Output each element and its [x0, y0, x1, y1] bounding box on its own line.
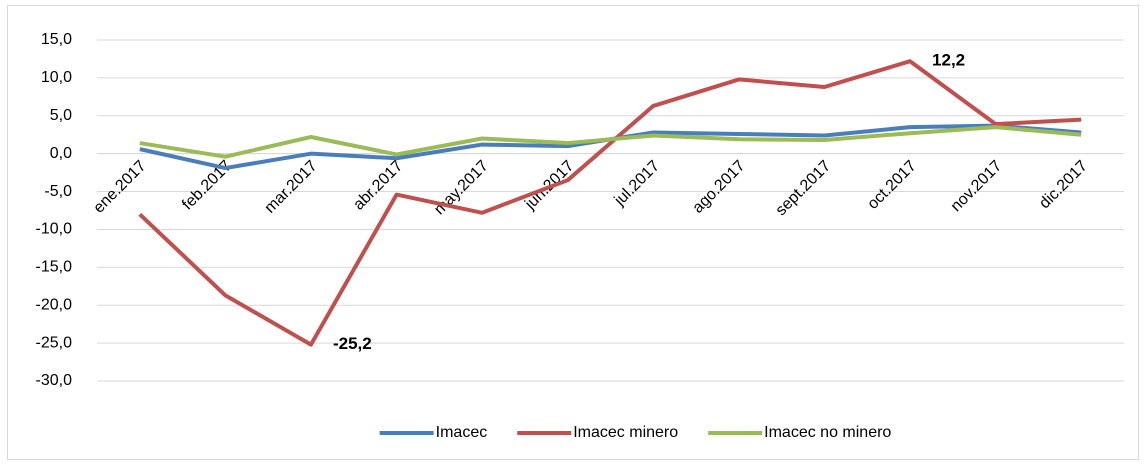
y-tick-label: -25,0 — [36, 334, 73, 351]
y-tick-label: 10,0 — [41, 69, 72, 86]
legend-label: Imacec minero — [573, 424, 678, 441]
legend-label: Imacec — [436, 424, 488, 441]
series-line — [138, 59, 1082, 347]
y-tick-label: -15,0 — [36, 259, 73, 276]
legend-label: Imacec no minero — [764, 424, 891, 441]
data-label: 12,2 — [932, 51, 965, 70]
data-label: -25,2 — [333, 334, 372, 353]
y-tick-label: -20,0 — [36, 296, 73, 313]
y-tick-label: -5,0 — [44, 183, 72, 200]
y-tick-label: 15,0 — [41, 31, 72, 48]
chart-border — [7, 5, 1139, 460]
y-tick-label: -30,0 — [36, 372, 73, 389]
series-line — [139, 125, 1082, 159]
y-tick-label: -10,0 — [36, 221, 73, 238]
y-tick-label: 0,0 — [50, 145, 72, 162]
y-tick-label: 5,0 — [50, 107, 72, 124]
